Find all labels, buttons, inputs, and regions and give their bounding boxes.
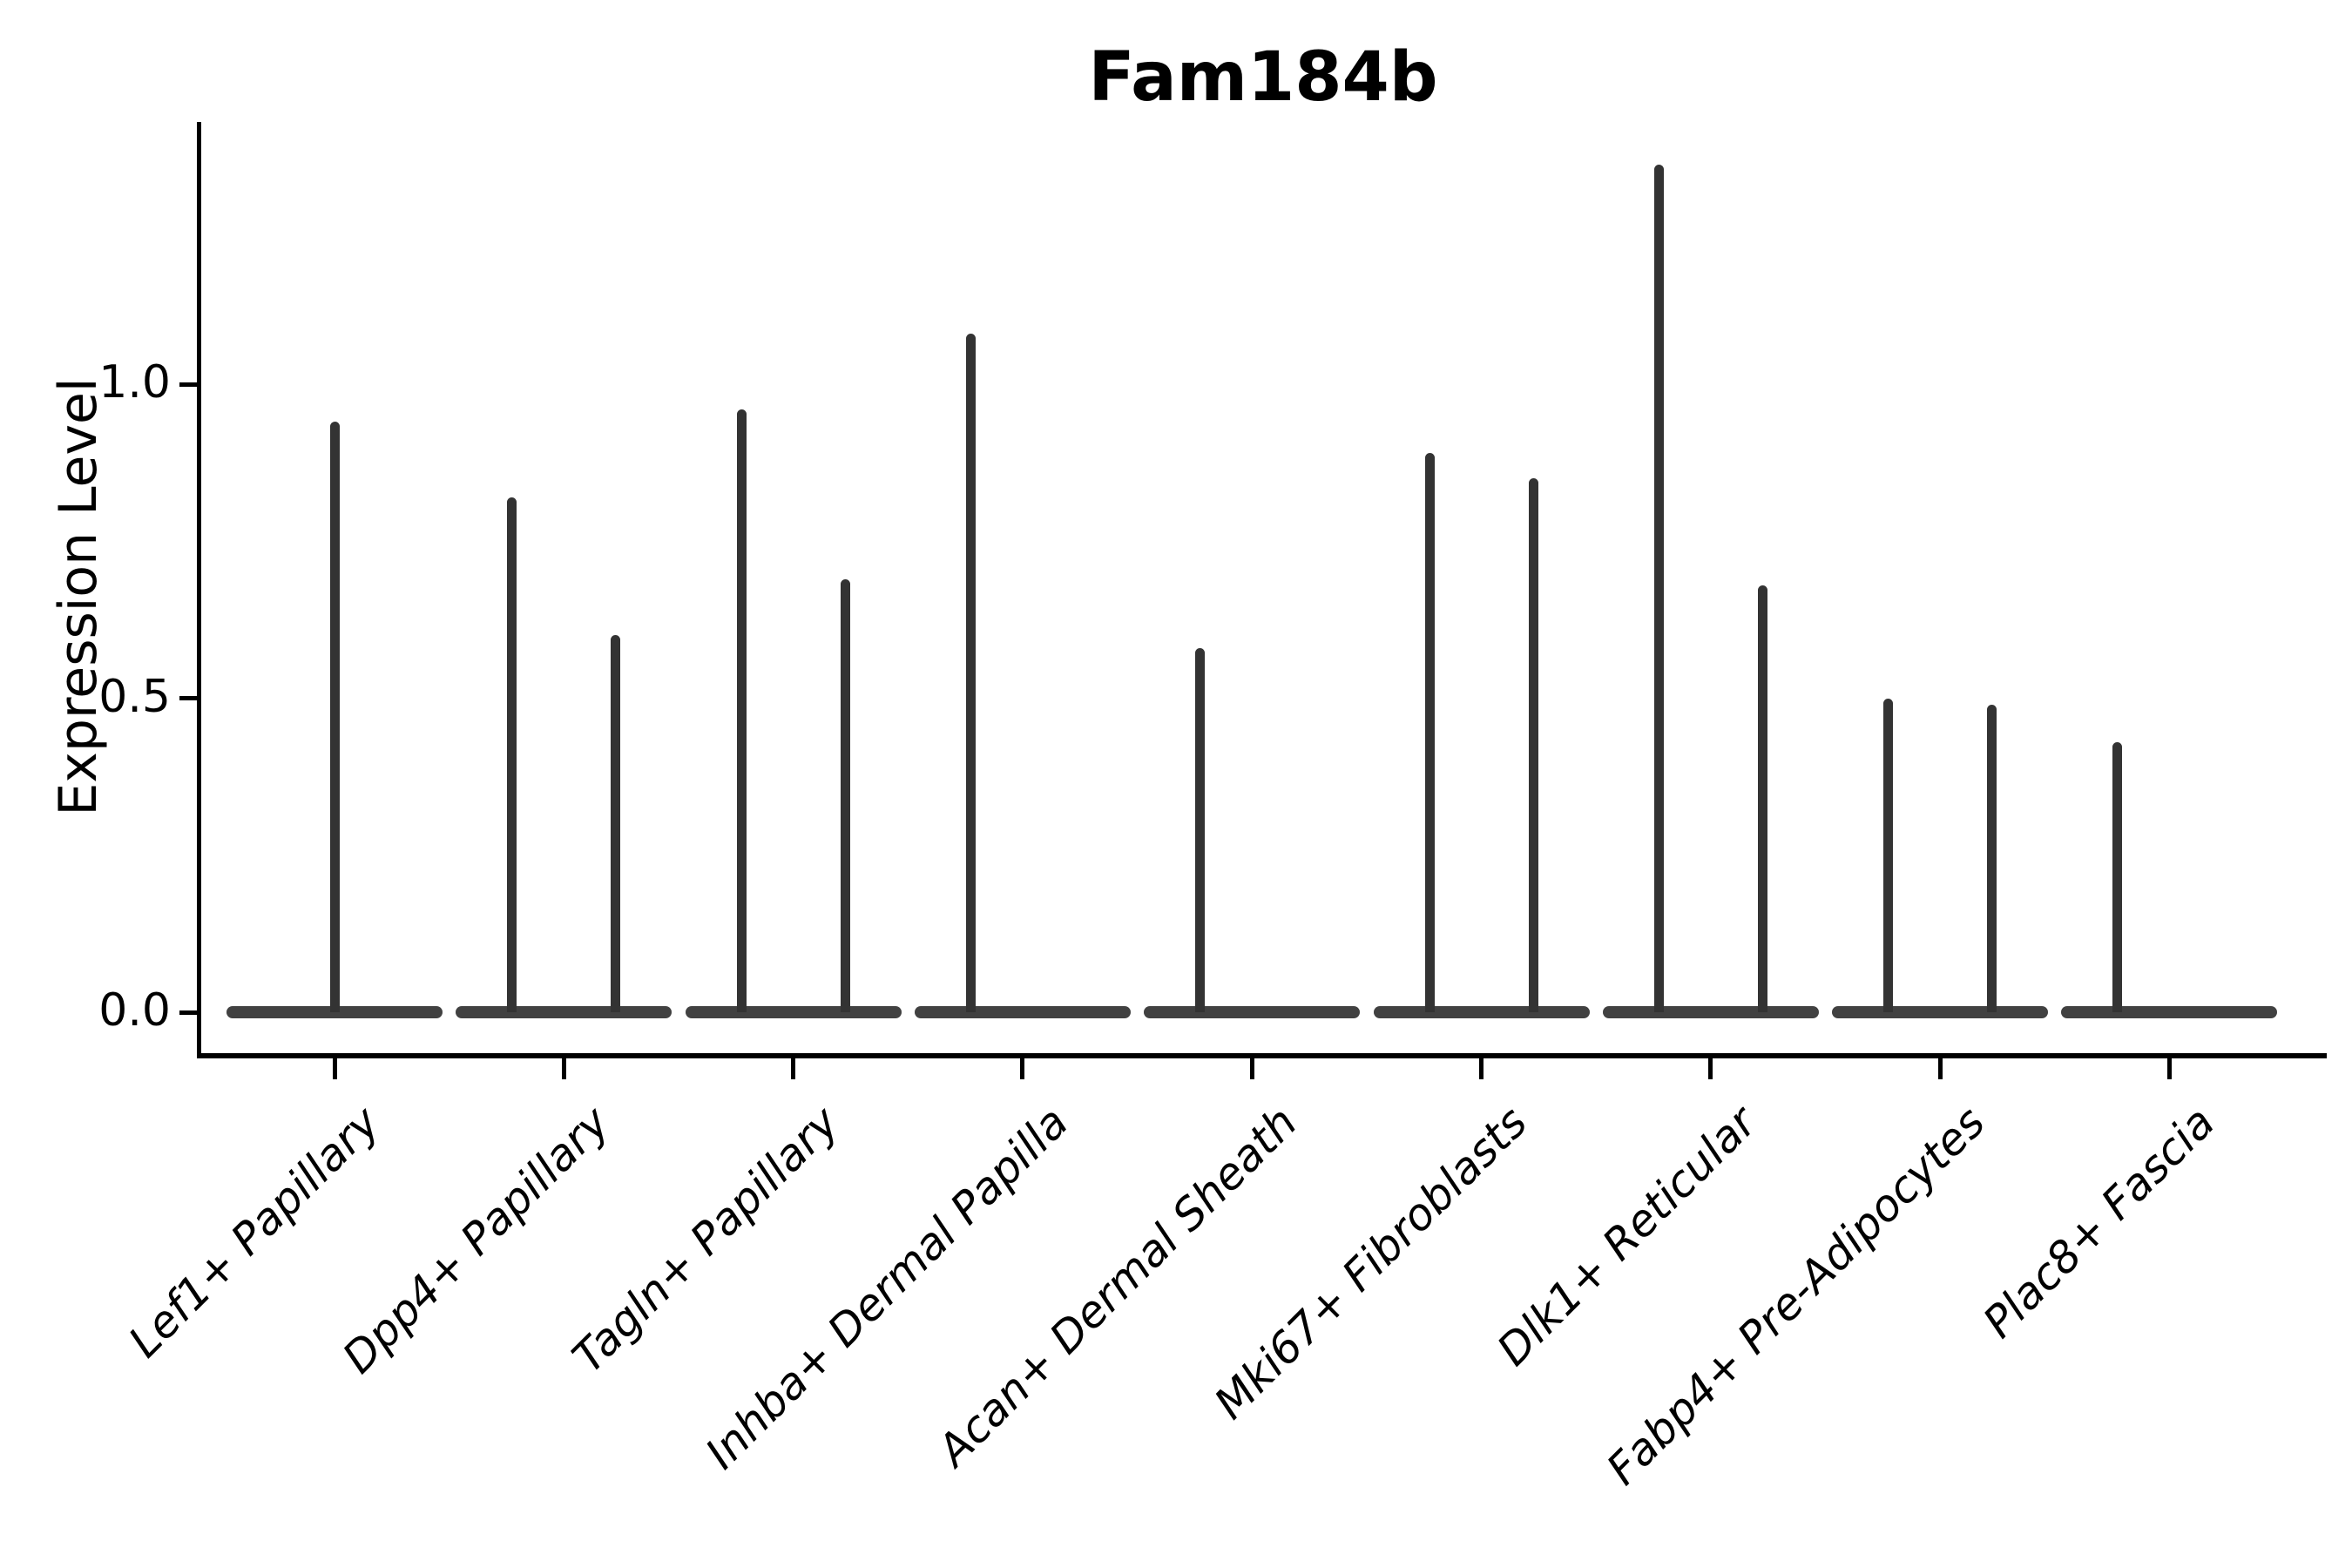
x-tick-label: Fabp4+ Pre-Adipocytes: [1597, 1097, 1996, 1495]
violin-spike: [611, 635, 621, 1012]
x-tick: [1937, 1058, 1943, 1079]
x-tick: [2166, 1058, 2172, 1079]
violin-spike: [1757, 585, 1767, 1012]
y-axis-label: Expression Level: [48, 377, 109, 816]
x-tick: [1020, 1058, 1025, 1079]
y-tick: [179, 382, 197, 387]
x-tick-label: Plac8+ Fascia: [1973, 1097, 2225, 1348]
violin-body: [1373, 1006, 1590, 1018]
y-tick-label: 0.0: [98, 984, 171, 1037]
violin-spike: [1195, 647, 1206, 1012]
violin-body: [2061, 1006, 2278, 1018]
violin-body: [685, 1006, 902, 1018]
violin-spike: [965, 334, 976, 1012]
y-tick-label: 0.5: [98, 670, 171, 723]
y-tick: [179, 1010, 197, 1015]
y-tick-label: 1.0: [98, 356, 171, 409]
x-tick: [1479, 1058, 1484, 1079]
violin-spike: [1987, 704, 1997, 1012]
violin-spike: [840, 578, 850, 1012]
violin-spike: [1424, 453, 1435, 1012]
violin-spike: [2112, 741, 2123, 1012]
violin-body: [914, 1006, 1131, 1018]
violin-spike: [507, 497, 517, 1012]
violin-spike: [1528, 478, 1538, 1012]
violin-spike: [329, 422, 340, 1012]
violin-body: [1602, 1006, 1819, 1018]
x-tick: [1249, 1058, 1254, 1079]
x-tick: [1708, 1058, 1713, 1079]
x-tick: [561, 1058, 566, 1079]
x-tick-label: Lef1+ Papillary: [118, 1097, 390, 1368]
violin-body: [1832, 1006, 2049, 1018]
violin-body: [226, 1006, 443, 1018]
violin-spike: [1653, 164, 1664, 1012]
chart-title: Fam184b: [1088, 38, 1438, 117]
x-axis-spine: [197, 1053, 2327, 1058]
x-tick: [791, 1058, 796, 1079]
violin-body: [456, 1006, 672, 1018]
violin-body: [1144, 1006, 1361, 1018]
x-tick: [332, 1058, 337, 1079]
violin-spike: [736, 409, 747, 1012]
y-tick: [179, 696, 197, 700]
violin-spike: [1883, 698, 1894, 1012]
y-axis-spine: [197, 122, 201, 1058]
